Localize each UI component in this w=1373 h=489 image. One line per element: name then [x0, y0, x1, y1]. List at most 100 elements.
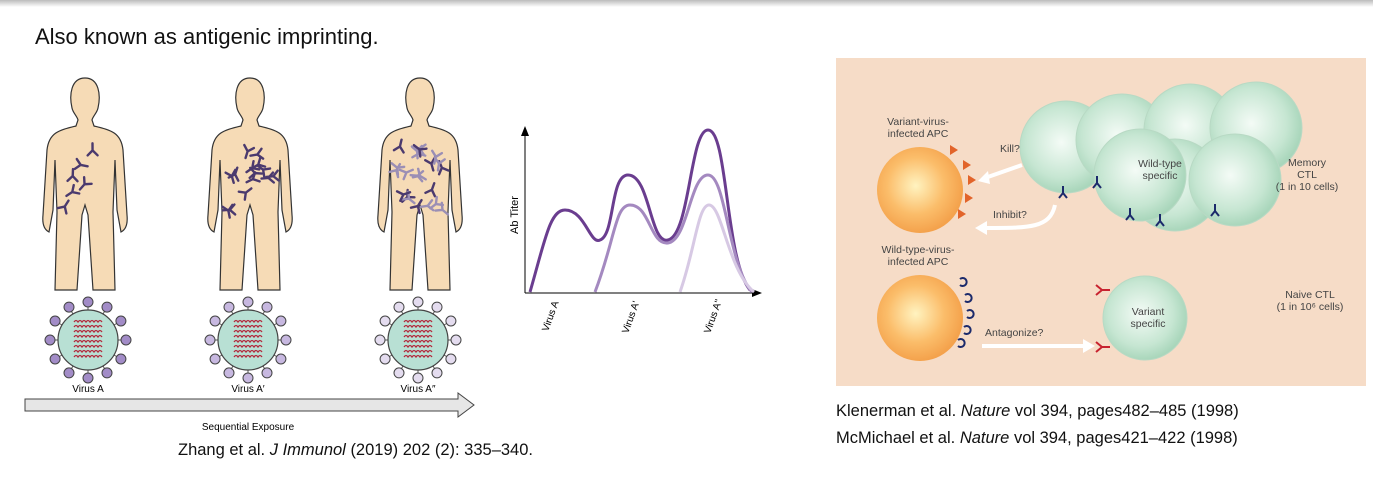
virus-knob	[44, 334, 56, 346]
antibody	[221, 203, 237, 216]
antibody	[388, 162, 402, 179]
antibody	[237, 187, 253, 201]
titer-curve	[593, 173, 754, 293]
virus-knob	[49, 353, 61, 365]
virus-knob	[412, 372, 424, 384]
antibody	[260, 171, 276, 184]
titer-curve	[528, 128, 752, 293]
variant-apc-label: infected APC	[888, 128, 949, 140]
tcr-receptor	[1210, 204, 1220, 217]
variant-specific-label: Variant	[1132, 306, 1165, 318]
x-label: Virus A'	[620, 300, 642, 335]
wild-type-apc-label: infected APC	[888, 256, 949, 268]
virus-knob	[63, 367, 75, 379]
virus-knob	[431, 367, 443, 379]
antibody	[412, 143, 428, 158]
antibody	[73, 157, 89, 171]
virus-knob	[431, 301, 443, 313]
wild-type-specific-label: Wild-type	[1138, 158, 1182, 170]
peptide-marker	[968, 175, 976, 185]
variant-apc	[877, 147, 963, 233]
inhibit-arrow-head	[975, 221, 987, 235]
virus-knob	[223, 367, 235, 379]
virus-knob	[82, 296, 94, 308]
antibody	[86, 142, 99, 157]
antibody	[429, 195, 445, 210]
virus-knob	[101, 367, 113, 379]
citation-authors: Klenerman et al.	[836, 402, 957, 420]
peptide-marker	[963, 160, 971, 170]
virus-knob	[261, 367, 273, 379]
virus-knob	[374, 334, 386, 346]
antibody	[424, 182, 437, 198]
virus-knob	[49, 315, 61, 327]
kill-label: Kill?	[1000, 143, 1020, 155]
virus-knob	[393, 367, 405, 379]
virus-rna	[403, 319, 433, 359]
memory-ctl-label: CTL	[1297, 169, 1317, 181]
citation-journal: Nature	[960, 402, 1011, 420]
virus-knob	[412, 296, 424, 308]
virus-knob	[450, 334, 462, 346]
antibody	[256, 164, 272, 178]
wild-type-specific-label: specific	[1142, 170, 1177, 182]
virus-rna	[73, 319, 103, 359]
virus-knob	[115, 315, 127, 327]
virus-knob	[393, 301, 405, 313]
antibody	[395, 190, 412, 203]
virus-knob	[275, 315, 287, 327]
memory-ctl-label: (1 in 10 cells)	[1276, 181, 1338, 193]
tcr-receptor	[1092, 176, 1102, 189]
antibody	[398, 168, 414, 181]
inhibit-label: Inhibit?	[993, 209, 1027, 221]
arrow-label: Sequential Exposure	[202, 422, 295, 433]
naive-ctl-label: (1 in 10⁶ cells)	[1277, 301, 1344, 313]
variant-receptor	[1095, 284, 1110, 296]
inhibit-arrow	[984, 204, 1057, 230]
virus-knob	[101, 301, 113, 313]
kill-arrow-head	[978, 171, 990, 184]
virus-knob	[204, 334, 216, 346]
antibody	[65, 183, 81, 198]
y-axis-label: Ab Titer	[509, 196, 521, 234]
antibody	[249, 147, 265, 160]
memory-ctl-cell	[1188, 133, 1282, 227]
memory-ctl-cell	[1093, 128, 1187, 222]
virus-knob	[379, 353, 391, 365]
antibody	[430, 149, 444, 165]
citation-details: vol 394, pages421–422 (1998)	[1013, 429, 1238, 447]
virus-knob	[242, 372, 254, 384]
mhc-marker	[963, 325, 972, 335]
variant-receptor	[1095, 341, 1110, 353]
peptide-marker	[958, 209, 966, 219]
virus-knob	[115, 353, 127, 365]
antibody	[243, 143, 256, 160]
citation-journal: Nature	[959, 429, 1010, 447]
titer-curve	[678, 203, 756, 294]
exposure-arrow	[24, 392, 475, 418]
mhc-marker	[964, 293, 973, 303]
virus-knob	[82, 372, 94, 384]
body-outline	[377, 77, 463, 291]
virus-knob	[209, 353, 221, 365]
mhc-marker	[959, 277, 968, 287]
memory-ctl-label: Memory	[1288, 157, 1327, 169]
antibody	[248, 166, 264, 180]
virus-knob	[261, 301, 273, 313]
antibody	[56, 199, 70, 215]
tcr-receptor	[1058, 186, 1068, 199]
antibody	[227, 166, 240, 182]
top-bar	[0, 0, 1373, 7]
citation-authors: McMichael et al.	[836, 429, 956, 447]
human-body	[377, 77, 463, 291]
citation-details: vol 394, pages482–485 (1998)	[1014, 402, 1239, 420]
variant-specific-label: specific	[1130, 318, 1165, 330]
virus-knob	[209, 315, 221, 327]
human-body	[42, 77, 128, 291]
antibody	[78, 175, 93, 191]
virus-knob	[120, 334, 132, 346]
virus-knob	[223, 301, 235, 313]
virus-knob	[445, 315, 457, 327]
wild-type-apc	[877, 275, 963, 361]
